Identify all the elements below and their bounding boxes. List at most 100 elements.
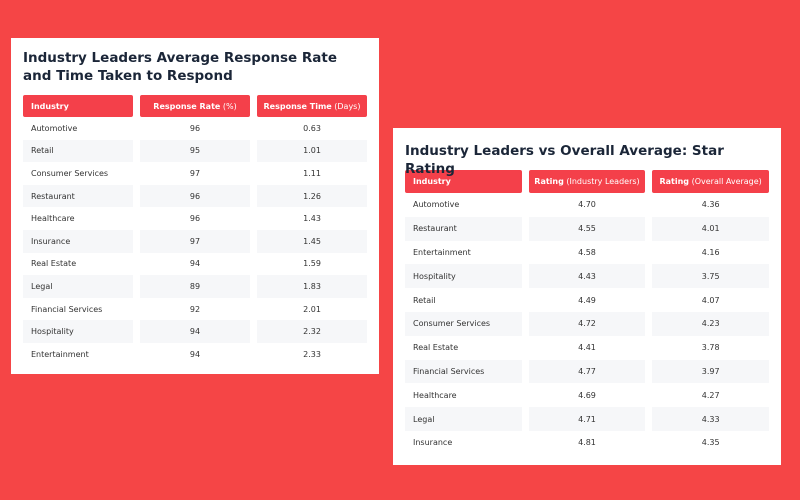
value-cell: 3.78 — [701, 343, 720, 353]
table-row: Real Estate 94 1.59 — [23, 253, 367, 276]
card-title: Industry Leaders vs Overall Average: Sta… — [405, 143, 724, 177]
value-cell: 4.81 — [578, 438, 596, 448]
header-unit: (%) — [220, 101, 237, 111]
table-row: Legal 89 1.83 — [23, 275, 367, 298]
industry-cell: Real Estate — [413, 343, 459, 353]
industry-cell: Entertainment — [31, 349, 89, 359]
table-row: Insurance 4.81 4.35 — [405, 431, 769, 455]
value-cell: 4.01 — [652, 216, 769, 241]
value-cell: 4.71 — [528, 407, 646, 431]
header-unit: (Overall Average) — [689, 177, 762, 186]
table-row: Legal 4.71 4.33 — [405, 407, 769, 431]
value-cell: 3.75 — [652, 264, 769, 289]
header-main: Industry — [413, 177, 451, 186]
header-main: Rating — [534, 177, 564, 186]
column-header: Response Rate (%) — [140, 95, 250, 117]
value-cell: 2.32 — [257, 320, 367, 343]
star-rating-table: Industry Rating (Industry Leaders) Rating … — [398, 170, 776, 455]
industry-cell: Restaurant — [405, 216, 522, 241]
industry-cell: Automotive — [413, 200, 460, 210]
industry-cell: Financial Services — [31, 304, 103, 314]
value-cell: 4.70 — [578, 200, 596, 210]
table-row: Automotive 4.70 4.36 — [405, 193, 769, 217]
table-row: Consumer Services 97 1.11 — [23, 162, 367, 185]
table-row: Entertainment 94 2.33 — [23, 343, 367, 366]
table-row: Restaurant 4.55 4.01 — [405, 216, 769, 241]
industry-cell: Retail — [413, 295, 436, 305]
industry-cell: Financial Services — [405, 359, 522, 384]
value-cell: 1.43 — [303, 214, 321, 224]
value-cell: 4.43 — [528, 264, 646, 289]
value-cell: 1.45 — [257, 229, 367, 253]
header-main: Response Rate — [153, 101, 221, 111]
table-row: Automotive 96 0.63 — [23, 117, 367, 140]
column-header: Response Time (Days) — [257, 95, 367, 117]
industry-cell: Entertainment — [413, 247, 471, 257]
value-cell: 94 — [189, 349, 201, 359]
industry-cell: Legal — [405, 407, 522, 431]
industry-cell: Insurance — [413, 438, 453, 448]
industry-cell: Hospitality — [23, 320, 133, 343]
value-cell: 1.01 — [257, 139, 367, 163]
response-rate-table: Industry Response Rate (%) Response Time (… — [16, 95, 374, 366]
value-cell: 4.33 — [652, 407, 769, 431]
industry-cell: Consumer Services — [31, 168, 109, 178]
column-header: Industry — [23, 95, 133, 117]
value-cell: 1.83 — [257, 275, 367, 298]
value-cell: 4.77 — [528, 359, 646, 384]
table-row: Insurance 97 1.45 — [23, 229, 367, 253]
table-row: Real Estate 4.41 3.78 — [405, 336, 769, 360]
value-cell: 0.63 — [303, 123, 321, 133]
value-cell: 96 — [189, 123, 201, 133]
value-cell: 94 — [189, 259, 201, 269]
industry-cell: Restaurant — [23, 184, 133, 208]
industry-cell: Automotive — [31, 123, 78, 133]
value-cell: 4.41 — [578, 343, 596, 353]
table-row: Hospitality 94 2.32 — [23, 320, 367, 343]
industry-cell: Real Estate — [31, 259, 77, 269]
value-cell: 2.33 — [303, 349, 321, 359]
value-cell: 1.26 — [257, 184, 367, 208]
value-cell: 4.72 — [528, 311, 646, 336]
table-row: Healthcare 4.69 4.27 — [405, 383, 769, 407]
value-cell: 4.49 — [578, 295, 596, 305]
column-header: Industry — [405, 170, 522, 193]
industry-cell: Insurance — [23, 229, 133, 253]
industry-cell: Hospitality — [405, 264, 522, 289]
value-cell: 4.58 — [578, 247, 596, 257]
value-cell: 97 — [140, 229, 250, 253]
value-cell: 4.36 — [701, 200, 720, 210]
value-cell: 3.97 — [652, 359, 769, 384]
value-cell: 4.23 — [652, 311, 769, 336]
value-cell: 1.59 — [303, 259, 321, 269]
table-row: Hospitality 4.43 3.75 — [405, 264, 769, 289]
industry-cell: Healthcare — [31, 214, 75, 224]
value-cell: 97 — [189, 168, 201, 178]
value-cell: 96 — [189, 214, 201, 224]
value-cell: 2.01 — [303, 304, 321, 314]
card-title: Industry Leaders Average Response Rate a… — [23, 50, 337, 84]
value-cell: 4.55 — [528, 216, 646, 241]
value-cell: 4.07 — [701, 295, 720, 305]
industry-cell: Healthcare — [413, 390, 457, 400]
column-header: Rating (Overall Average) — [652, 170, 769, 193]
value-cell: 4.69 — [578, 390, 596, 400]
star-rating-card: Industry Leaders vs Overall Average: Sta… — [393, 128, 781, 465]
table-row: Healthcare 96 1.43 — [23, 207, 367, 230]
header-unit: (Days) — [331, 101, 361, 111]
header-main: Response Time — [263, 101, 332, 111]
column-header: Rating (Industry Leaders) — [528, 170, 646, 193]
header-unit: (Industry Leaders) — [563, 177, 640, 186]
value-cell: 95 — [140, 139, 250, 163]
header-row: Industry Rating (Industry Leaders) Rating … — [405, 170, 769, 193]
industry-cell: Legal — [23, 275, 133, 298]
table-row: Restaurant 96 1.26 — [23, 184, 367, 208]
header-row: Industry Response Rate (%) Response Time (… — [23, 95, 367, 117]
value-cell: 94 — [140, 320, 250, 343]
table-row: Financial Services 92 2.01 — [23, 298, 367, 321]
value-cell: 89 — [140, 275, 250, 298]
table-row: Retail 4.49 4.07 — [405, 288, 769, 312]
value-cell: 96 — [140, 184, 250, 208]
table-row: Retail 95 1.01 — [23, 139, 367, 163]
header-main: Rating — [659, 177, 690, 186]
